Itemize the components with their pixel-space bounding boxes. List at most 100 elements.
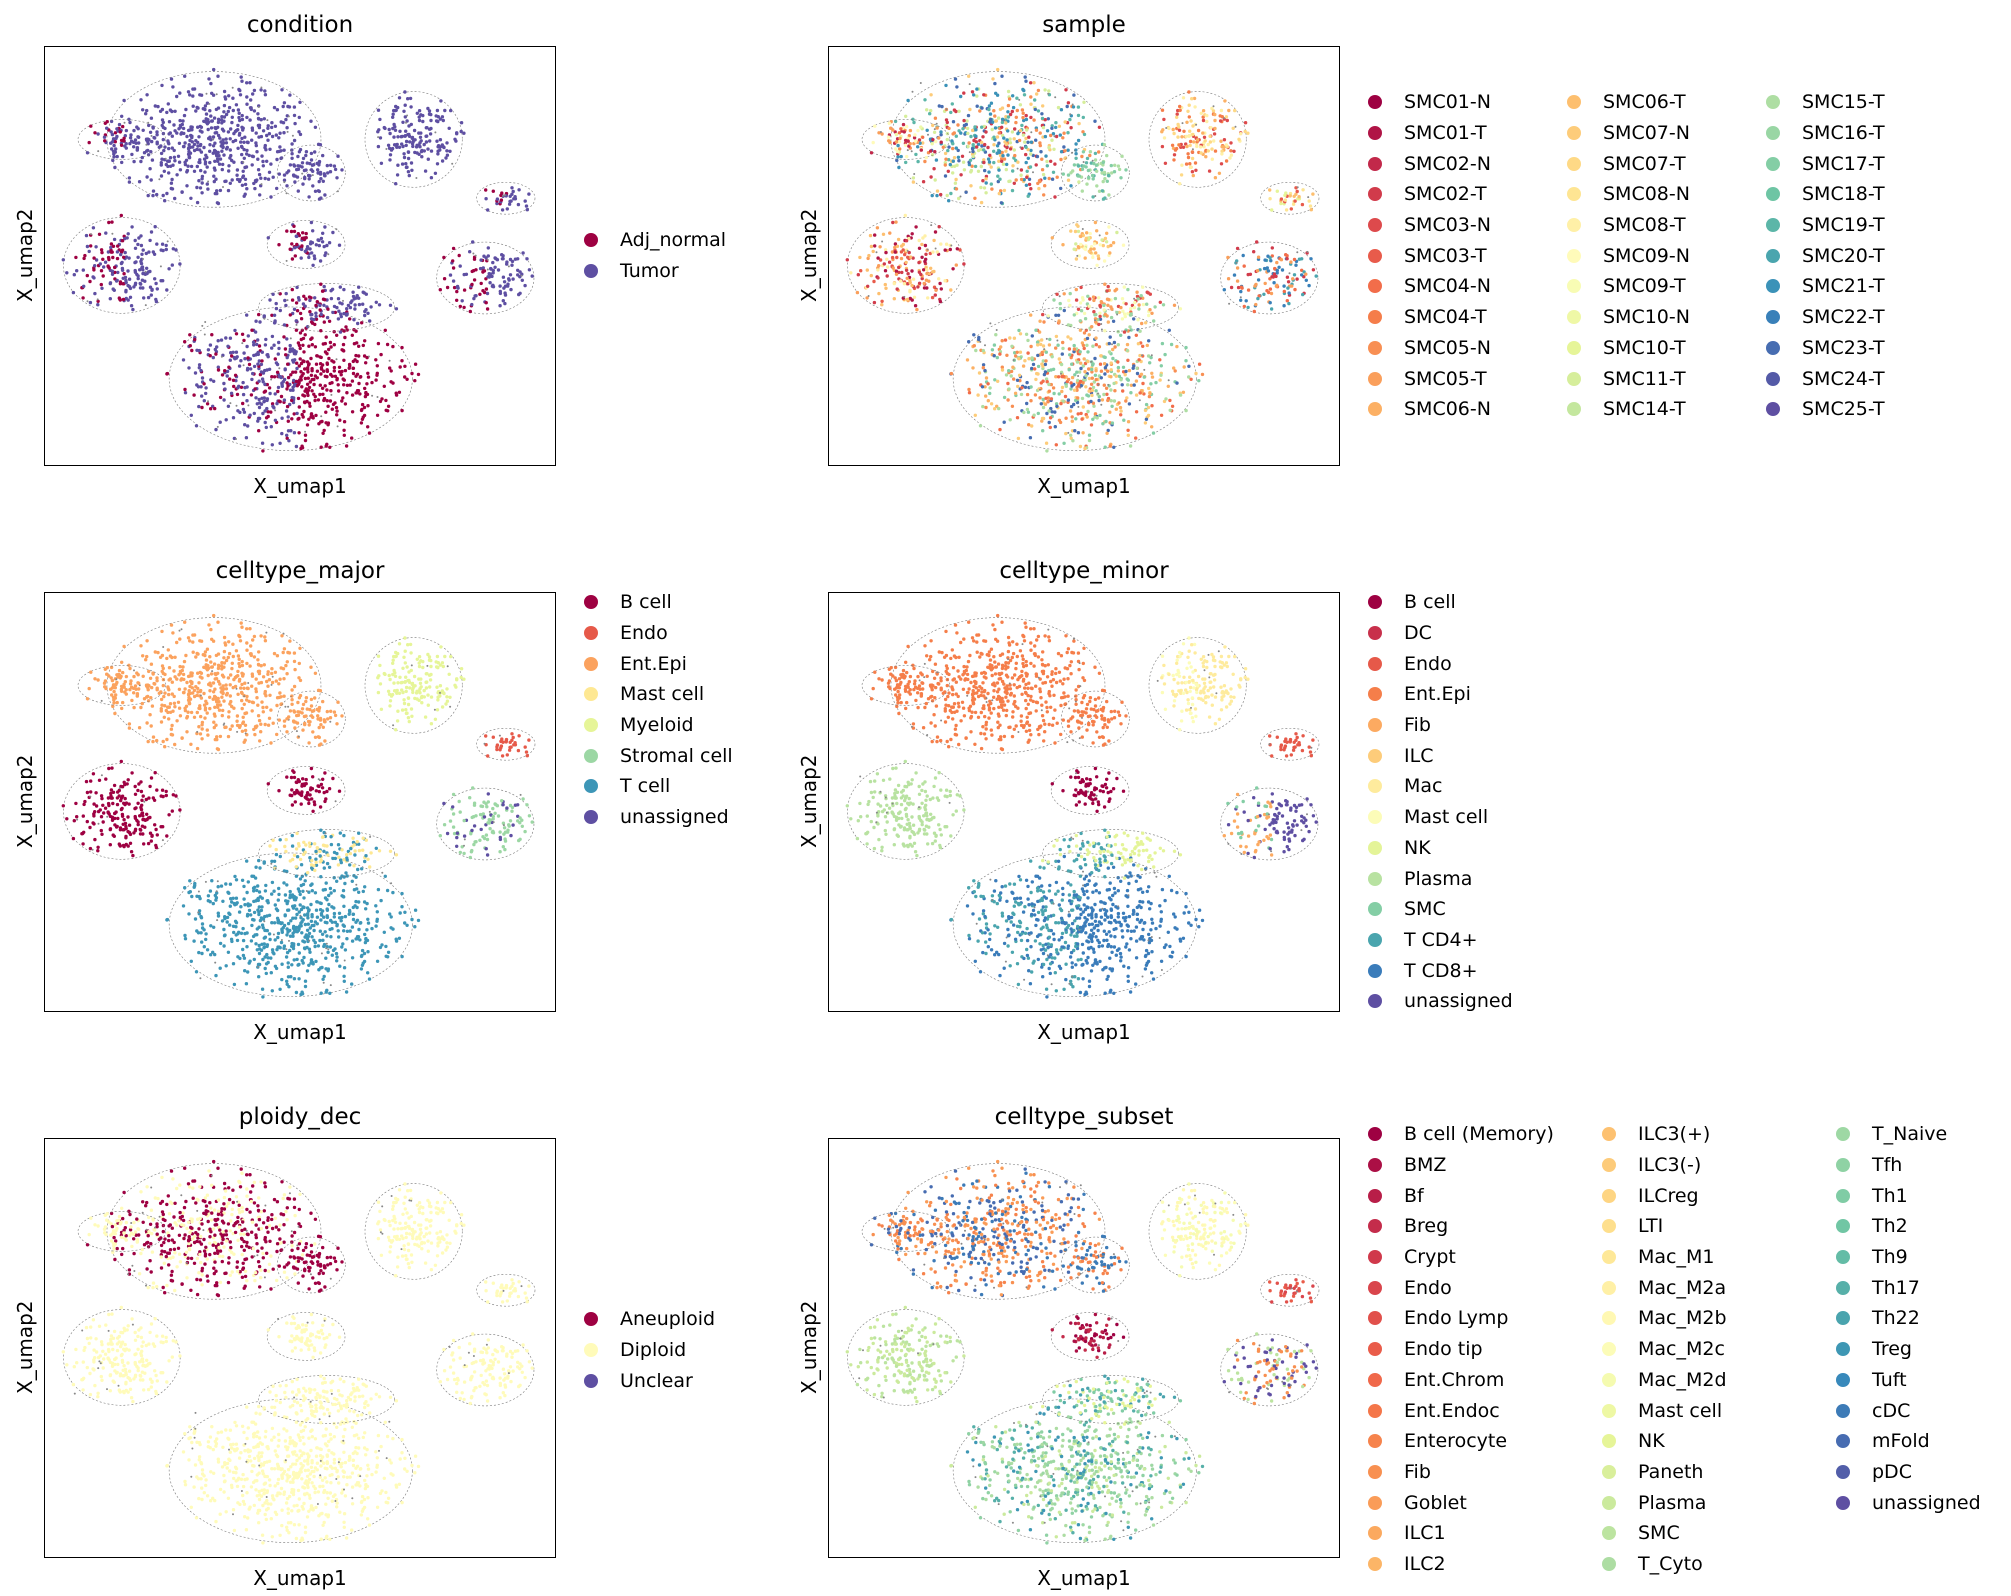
cell-point [183,141,187,145]
cell-point [357,296,361,300]
cell-point [1192,140,1196,144]
cell-point [326,171,330,175]
cell-point [256,362,260,366]
cluster-endo [1260,181,1320,215]
cell-point [227,640,231,644]
cell-point [224,147,229,151]
cell-point [277,374,281,379]
cell-point [191,640,195,644]
cell-point [204,153,208,157]
cell-point [155,676,159,680]
cell-point [1007,179,1011,184]
cell-point [947,158,951,162]
cell-point [348,383,352,387]
cell-point [966,144,970,149]
cell-point [952,108,957,112]
cell-point [307,401,312,405]
cell-point [438,117,442,121]
cell-point [122,682,126,686]
cell-point-outlier [133,669,135,672]
cell-point [313,322,317,327]
cell-point [231,416,236,420]
cell-point [1300,268,1304,272]
cell-point [414,145,419,149]
cell-point [257,379,261,383]
cell-point [411,144,415,149]
cell-point [988,386,992,390]
cell-point [1103,366,1108,370]
cell-point [175,131,179,135]
cell-point [924,155,928,160]
cell-point-outlier [881,240,884,243]
cell-point [1295,277,1299,281]
cell-point [74,255,78,260]
cell-point [163,126,167,131]
cell-point [342,383,346,387]
cell-point [186,636,191,640]
cell-point [1175,115,1179,120]
cell-point [859,269,863,273]
cell-point [1129,391,1133,395]
cell-point [173,742,177,747]
cell-point [282,398,287,402]
cell-point [103,667,107,671]
cell-point [167,120,172,124]
cell-point [167,688,171,692]
cell-point [403,134,407,138]
cell-point [383,126,387,131]
cell-point-outlier [1181,122,1184,125]
cell-point-outlier [100,699,103,702]
cell-point [1309,208,1313,212]
cell-point [189,164,194,169]
cell-point-outlier [216,425,219,428]
cell-point [980,106,984,110]
legend-item: SMC06-N [1356,394,1555,425]
cell-point-outlier [335,358,338,361]
cell-point [484,197,488,201]
cell-point [165,656,169,661]
cell-point [885,257,889,261]
cell-point [932,167,936,171]
cell-point [1113,289,1117,293]
cell-point [273,124,278,128]
cell-point-outlier [235,438,237,440]
cell-point [340,369,344,374]
cell-point-outlier [405,121,407,124]
cell-point [277,346,281,351]
cell-point-outlier [1054,96,1057,99]
cell-point [1135,290,1139,294]
cell-point [198,704,202,708]
cell-point [1141,344,1145,348]
cell-point [987,170,991,174]
cell-point [1145,302,1149,306]
cell-point [274,301,278,306]
cell-point [998,177,1002,181]
cell-point [935,189,940,193]
cell-point [1284,253,1288,257]
cell-point [400,359,404,363]
cell-point [192,393,196,397]
cell-point-outlier [1097,392,1099,395]
cell-point [1046,399,1050,403]
cell-point [310,312,314,317]
cell-point [218,682,222,686]
cell-point [240,332,245,336]
cell-point [1056,375,1061,379]
cell-point [1147,394,1152,399]
cluster-outline [952,306,1197,451]
cell-point [282,694,286,698]
cell-point [1081,364,1085,368]
cell-point [1067,298,1071,303]
cell-point [214,427,218,432]
cell-point [1049,159,1053,163]
cell-point [1066,178,1071,182]
cell-point [263,635,267,639]
cell-point [200,727,204,731]
cluster-strom [1220,240,1319,315]
cell-point-outlier [220,355,223,358]
cell-point [1291,277,1295,281]
cell-point [919,125,923,129]
cell-point [866,284,870,288]
cell-point [406,156,411,161]
cell-point [175,173,179,177]
